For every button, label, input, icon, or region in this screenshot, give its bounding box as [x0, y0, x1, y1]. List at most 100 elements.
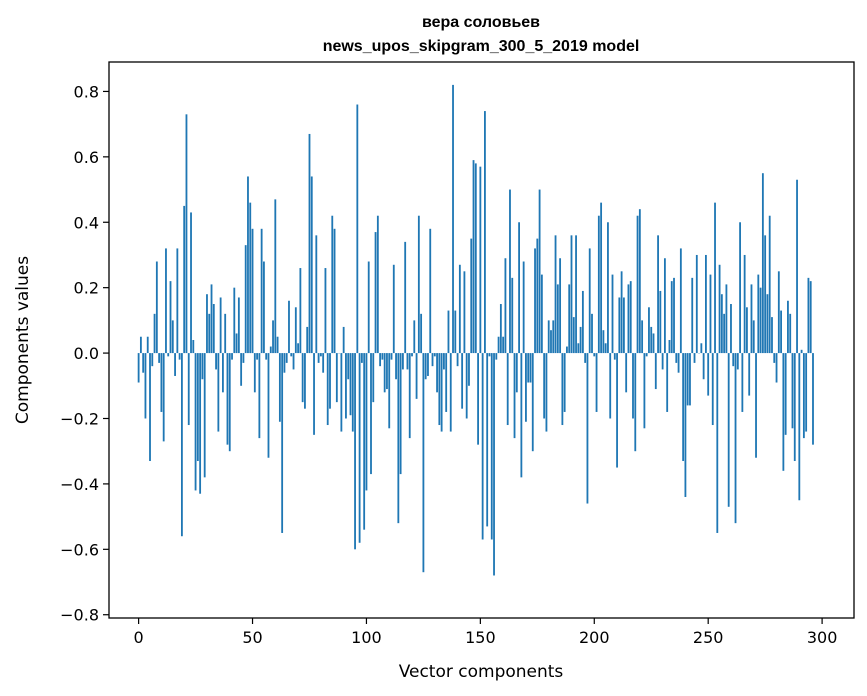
bar-122 — [415, 353, 418, 399]
bar-278 — [771, 317, 773, 354]
bar-94 — [351, 353, 354, 432]
bar-59 — [272, 320, 274, 354]
bar-255 — [718, 264, 721, 354]
bar-65 — [285, 353, 288, 363]
bar-292 — [802, 353, 805, 439]
bar-192 — [575, 235, 577, 354]
bar-50 — [251, 228, 254, 354]
bar-279 — [773, 353, 776, 363]
bar-162 — [506, 353, 509, 426]
bar-97 — [358, 353, 361, 543]
bar-98 — [360, 353, 363, 363]
chart-title-line-1: вера соловьев — [422, 14, 540, 31]
bar-151 — [481, 353, 484, 540]
bar-248 — [702, 353, 705, 380]
bar-268 — [748, 353, 751, 396]
bar-188 — [566, 346, 568, 354]
bar-234 — [670, 281, 673, 354]
bar-194 — [579, 326, 582, 354]
bar-182 — [552, 320, 555, 354]
bar-13 — [167, 353, 170, 357]
bar-57 — [267, 353, 270, 458]
bar-145 — [468, 353, 470, 386]
bar-256 — [720, 294, 723, 354]
bar-14 — [169, 281, 172, 354]
bar-39 — [226, 353, 229, 445]
bar-141 — [458, 264, 461, 354]
bar-112 — [392, 264, 395, 354]
bar-191 — [572, 317, 575, 354]
bar-41 — [231, 353, 233, 360]
bar-114 — [397, 353, 400, 524]
bar-213 — [622, 297, 625, 354]
bar-226 — [652, 333, 655, 354]
bar-134 — [443, 353, 445, 370]
bar-158 — [497, 336, 500, 354]
bar-6 — [151, 353, 154, 367]
bar-164 — [511, 277, 514, 354]
bar-116 — [401, 353, 404, 370]
bar-66 — [288, 300, 290, 354]
bar-67 — [290, 353, 293, 357]
bar-212 — [620, 271, 623, 354]
bar-80 — [319, 353, 322, 357]
bar-252 — [711, 353, 714, 426]
bar-204 — [602, 330, 605, 354]
bar-260 — [730, 304, 732, 354]
x-axis-ticks: 0 50 100 150 200 250 300 — [134, 618, 838, 647]
bar-55 — [263, 261, 265, 354]
bar-106 — [379, 353, 382, 367]
bar-115 — [399, 353, 402, 475]
bar-251 — [709, 274, 712, 354]
bar-261 — [732, 353, 735, 367]
bars-group — [137, 84, 814, 576]
bar-29 — [203, 353, 206, 478]
bar-118 — [406, 353, 409, 370]
bar-91 — [345, 353, 347, 419]
bar-143 — [463, 271, 466, 354]
bar-270 — [752, 320, 755, 354]
bar-51 — [253, 353, 256, 393]
bar-153 — [486, 353, 489, 527]
bar-137 — [449, 353, 452, 432]
bar-71 — [299, 268, 302, 354]
bar-3 — [144, 353, 147, 419]
bar-131 — [436, 353, 438, 393]
bar-237 — [677, 353, 680, 373]
bar-174 — [534, 248, 536, 354]
bar-266 — [743, 254, 746, 354]
bar-215 — [627, 284, 630, 354]
bar-140 — [456, 353, 459, 367]
bar-100 — [365, 353, 368, 491]
bar-16 — [174, 353, 176, 376]
bar-154 — [488, 353, 491, 357]
bar-110 — [388, 353, 391, 429]
x-tick-label-1: 50 — [242, 628, 262, 647]
bar-35 — [217, 353, 220, 432]
bar-283 — [782, 353, 785, 471]
bar-52 — [256, 353, 258, 360]
bar-74 — [306, 326, 309, 354]
bar-146 — [470, 238, 473, 354]
bar-85 — [331, 215, 334, 354]
bar-83 — [326, 353, 329, 426]
bar-45 — [240, 353, 243, 386]
x-tick-label-6: 300 — [807, 628, 838, 647]
bar-233 — [668, 340, 671, 354]
y-axis-ticks: −0.8 −0.6 −0.4 −0.2 0.0 0.2 0.4 0.6 0.8 — [60, 82, 109, 625]
bar-109 — [386, 353, 388, 390]
bar-101 — [367, 261, 370, 354]
bar-99 — [363, 353, 366, 530]
bar-262 — [734, 353, 737, 524]
bar-58 — [269, 346, 272, 354]
bar-177 — [540, 274, 543, 354]
bar-183 — [554, 235, 557, 354]
bar-89 — [340, 353, 343, 432]
bar-130 — [433, 353, 436, 357]
bar-139 — [454, 310, 457, 354]
bar-197 — [586, 353, 589, 504]
bar-149 — [477, 353, 479, 445]
bar-167 — [518, 222, 520, 354]
bar-285 — [787, 300, 789, 354]
bar-8 — [155, 261, 158, 354]
